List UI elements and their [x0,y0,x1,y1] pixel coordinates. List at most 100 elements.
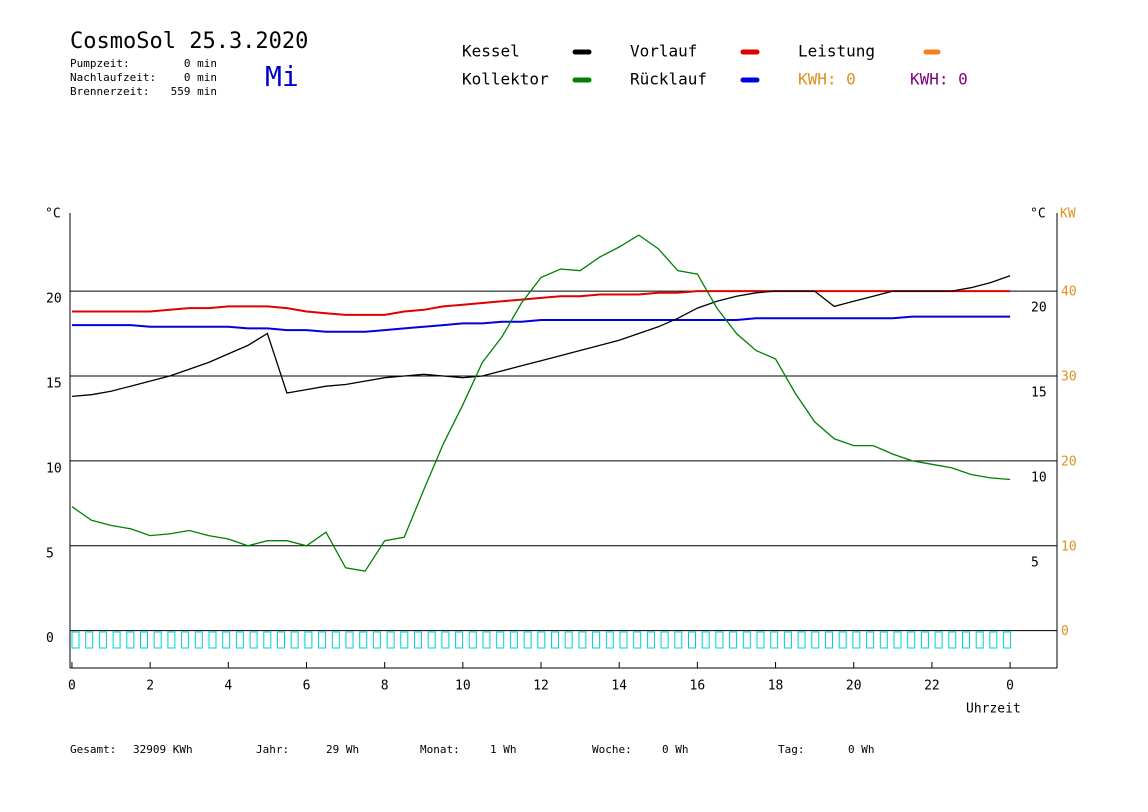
status-pattern [605,631,614,649]
footer-value: 32909 KWh [133,743,193,756]
x-axis-label: Uhrzeit [966,702,1021,717]
status-pattern [359,631,368,649]
status-pattern [1003,631,1012,649]
legend-label: Rücklauf [630,70,707,89]
status-pattern [181,631,190,649]
legend-label: Vorlauf [630,42,697,61]
y-tick-label: 10 [46,461,62,476]
y-tick-label: 5 [46,546,54,561]
status-pattern [742,631,751,649]
status-pattern [496,631,505,649]
y2-tick-label: 10 [1061,539,1077,554]
status-pattern [153,631,162,649]
y-unit: °C [45,207,61,222]
status-pattern [920,631,929,649]
status-pattern [564,631,573,649]
status-pattern [441,631,450,649]
status-pattern [825,631,833,649]
status-pattern [729,631,738,649]
y-tick-label-right: 15 [1031,385,1047,400]
x-tick-label: 12 [533,679,549,694]
y2-unit: KW [1060,207,1076,222]
y2-tick-label: 0 [1061,624,1069,639]
footer-label: Monat: [420,743,460,756]
series-line [71,275,1011,398]
status-pattern [715,631,724,649]
legend-label: Kessel [462,42,520,61]
status-pattern [290,631,299,649]
series-line [71,234,1011,572]
y-tick-label-right: 10 [1031,470,1047,485]
y-tick-label: 20 [46,292,62,307]
status-pattern [235,631,244,649]
chart-title: CosmoSol 25.3.2020 [70,29,308,54]
status-pattern [551,631,559,649]
x-tick-label: 8 [381,679,389,694]
status-pattern [674,631,683,649]
footer-value: 0 Wh [848,743,875,756]
status-pattern [167,631,176,649]
weekday: Mi [265,60,299,93]
y-unit-right: °C [1030,207,1046,222]
status-pattern [838,631,847,649]
status-pattern [701,631,710,649]
status-pattern [468,631,477,649]
status-pattern [523,631,532,649]
status-pattern [414,631,422,649]
status-pattern [948,631,957,649]
status-pattern [140,631,148,649]
y-tick-label-right: 5 [1031,555,1039,570]
status-pattern [633,631,642,649]
status-pattern [482,631,491,649]
status-pattern [386,631,395,649]
status-pattern [646,631,655,649]
x-tick-label: 6 [303,679,311,694]
status-pattern [222,631,231,649]
status-pattern [304,631,313,649]
kwh-label: KWH: 0 [798,70,856,89]
status-pattern [756,631,765,649]
status-pattern [619,631,628,649]
status-pattern [660,631,669,649]
x-tick-label: 2 [146,679,154,694]
x-tick-label: 20 [846,679,862,694]
status-pattern [578,631,587,649]
series-line [72,290,1011,316]
status-pattern [592,631,601,649]
footer-label: Woche: [592,743,632,756]
footer-value: 0 Wh [662,743,689,756]
y2-tick-label: 40 [1061,285,1077,300]
y-tick-label-right: 20 [1031,301,1047,316]
footer-value: 1 Wh [490,743,517,756]
x-tick-label: 0 [1006,679,1014,694]
status-pattern [85,631,94,649]
status-pattern [962,631,970,649]
info-value: 0 min [184,57,217,70]
info-label: Pumpzeit: [70,57,130,70]
status-pattern [688,631,696,649]
status-pattern [455,631,464,649]
status-pattern [797,631,806,649]
x-tick-label: 14 [611,679,627,694]
status-pattern [866,631,875,649]
status-pattern [427,631,436,649]
status-pattern [126,631,135,649]
x-tick-label: 4 [224,679,232,694]
status-pattern [770,631,779,649]
status-pattern [537,631,546,649]
status-pattern [975,631,984,649]
status-pattern [907,631,916,649]
x-tick-label: 18 [768,679,784,694]
status-pattern [331,631,340,649]
status-pattern [783,631,792,649]
y-tick-label: 15 [46,376,62,391]
y2-tick-label: 30 [1061,369,1077,384]
status-pattern [400,631,409,649]
status-pattern [934,631,943,649]
x-tick-label: 16 [690,679,706,694]
status-pattern [71,631,80,649]
footer-value: 29 Wh [326,743,359,756]
status-pattern [811,631,820,649]
